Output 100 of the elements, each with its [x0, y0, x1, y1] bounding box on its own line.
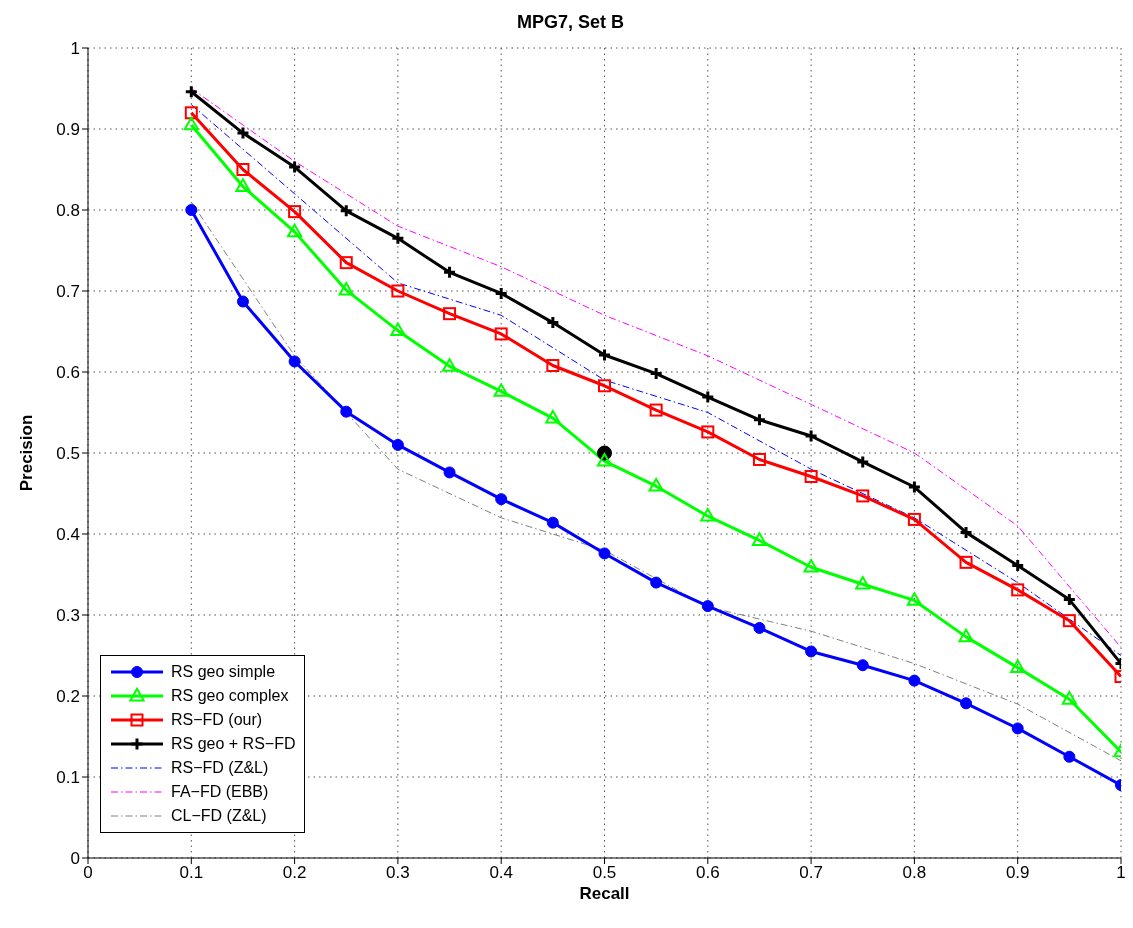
- y-tick-label: 0.3: [56, 606, 80, 626]
- point: [235, 178, 251, 192]
- point: [340, 405, 353, 418]
- point: [906, 592, 922, 606]
- point: [546, 359, 560, 373]
- legend-label: RS−FD (Z&L): [171, 759, 269, 777]
- x-tick-label: 0.7: [799, 863, 823, 883]
- x-tick-label: 1: [1116, 863, 1126, 883]
- point: [184, 106, 198, 120]
- point: [958, 628, 974, 643]
- point: [339, 256, 353, 270]
- point: [649, 403, 663, 417]
- x-axis-title: Recall: [579, 884, 630, 903]
- x-tick-label: 0.8: [902, 863, 927, 883]
- y-tick-label: 0.7: [56, 282, 80, 302]
- point: [1062, 614, 1076, 628]
- point: [185, 204, 198, 216]
- legend-label: RS−FD (our): [171, 711, 263, 729]
- point: [493, 383, 509, 397]
- x-tick-label: 0.5: [592, 863, 617, 883]
- y-tick-label: 0.8: [56, 201, 80, 221]
- point: [856, 659, 869, 672]
- point: [235, 126, 250, 141]
- point: [1011, 583, 1025, 597]
- point: [390, 322, 406, 337]
- point: [804, 428, 819, 443]
- point: [855, 576, 871, 590]
- point: [288, 355, 301, 368]
- y-tick-label: 0.9: [56, 120, 80, 140]
- point: [288, 205, 302, 219]
- point: [597, 347, 612, 362]
- x-tick-label: 0.2: [282, 863, 307, 883]
- point: [751, 532, 768, 546]
- y-tick-label: 0.4: [56, 525, 80, 545]
- point: [391, 438, 404, 451]
- y-tick-label: 0.2: [56, 687, 80, 707]
- point: [856, 489, 870, 503]
- point: [700, 390, 715, 405]
- y-tick-label: 1: [70, 39, 80, 59]
- x-tick-label: 0: [83, 863, 93, 883]
- point: [390, 231, 405, 246]
- point: [545, 410, 561, 424]
- point: [1010, 558, 1025, 573]
- point: [443, 466, 456, 479]
- legend-label: RS geo simple: [171, 663, 276, 681]
- x-tick-label: 0.1: [179, 863, 204, 883]
- x-tick-label: 0.4: [489, 863, 514, 883]
- point: [596, 452, 613, 467]
- point: [441, 358, 458, 372]
- point: [495, 493, 508, 506]
- point: [183, 116, 199, 131]
- point: [1010, 659, 1026, 674]
- y-tick-label: 0: [70, 849, 80, 869]
- point: [701, 600, 714, 613]
- point: [598, 379, 611, 393]
- x-tick-label: 0.6: [695, 863, 720, 883]
- x-tick-label: 0.9: [1005, 863, 1030, 883]
- legend-label: RS geo + RS−FD: [171, 735, 296, 753]
- point: [443, 307, 457, 321]
- point: [338, 282, 354, 296]
- point: [598, 547, 611, 560]
- point: [494, 286, 509, 301]
- point: [959, 555, 973, 569]
- y-tick-label: 0.5: [56, 444, 80, 464]
- point: [442, 265, 457, 280]
- point: [908, 674, 921, 687]
- point: [184, 84, 199, 99]
- point: [546, 516, 559, 529]
- point: [752, 452, 766, 466]
- point: [391, 284, 405, 298]
- point: [650, 576, 663, 589]
- point: [236, 295, 249, 308]
- point: [907, 512, 921, 526]
- point: [701, 425, 715, 439]
- point: [1062, 592, 1077, 607]
- y-tick-label: 0.1: [56, 768, 80, 788]
- x-tick-label: 0.3: [386, 863, 410, 883]
- point: [959, 525, 974, 540]
- point: [287, 160, 302, 175]
- y-axis-title: Precision: [17, 414, 37, 492]
- point: [649, 366, 664, 381]
- point: [753, 621, 766, 634]
- point: [1061, 691, 1077, 705]
- point: [803, 559, 819, 573]
- legend-label: FA−FD (EBB): [171, 783, 269, 801]
- point: [339, 203, 354, 218]
- y-tick-label: 0.6: [56, 363, 80, 383]
- point: [494, 327, 508, 341]
- legend-label: CL−FD (Z&L): [171, 807, 267, 825]
- point: [804, 469, 818, 483]
- legend-label: RS geo complex: [171, 687, 289, 705]
- point: [1063, 750, 1076, 763]
- point: [907, 480, 922, 495]
- point: [805, 645, 818, 658]
- chart-title: MPG7, Set B: [516, 12, 625, 33]
- point: [648, 478, 664, 492]
- point: [700, 508, 716, 522]
- point: [287, 223, 303, 238]
- point: [1011, 722, 1024, 735]
- point: [855, 454, 870, 469]
